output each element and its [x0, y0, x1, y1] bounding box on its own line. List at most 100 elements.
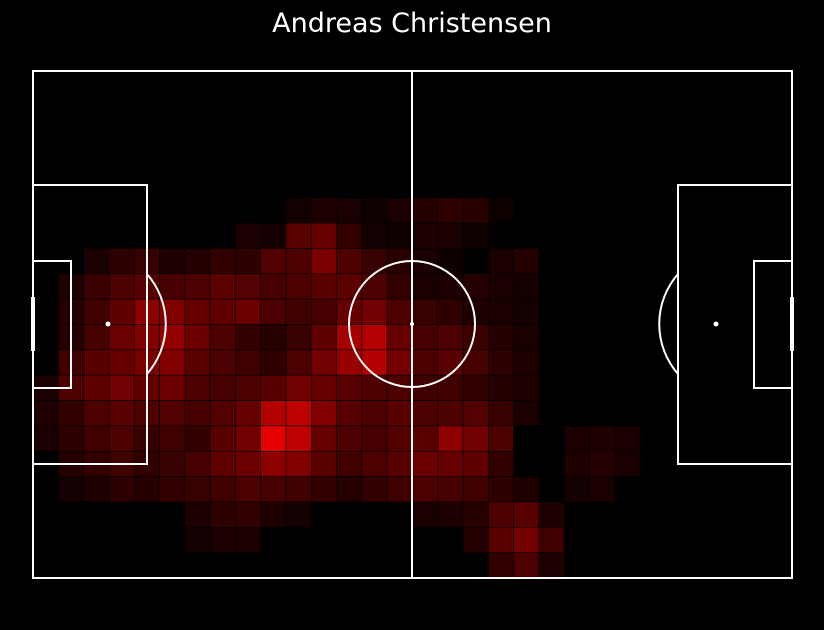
heatmap-cell [361, 349, 388, 376]
heatmap-cell [260, 273, 287, 300]
heatmap-cell [361, 476, 388, 503]
heatmap-cell [412, 298, 439, 325]
heatmap-cell [412, 425, 439, 452]
heatmap-cell [412, 400, 439, 427]
heatmap-cell [209, 400, 236, 427]
heatmap-cell [159, 248, 186, 275]
heatmap-cell [260, 501, 287, 528]
heatmap-cell [336, 197, 363, 224]
heatmap-cell [437, 298, 464, 325]
heatmap-cell [614, 425, 641, 452]
heatmap-cell [310, 197, 337, 224]
heatmap-cell [412, 273, 439, 300]
heatmap-cell [513, 324, 540, 351]
heatmap-cell [462, 222, 489, 249]
heatmap-cell [235, 298, 261, 325]
heatmap-cell [209, 324, 236, 351]
heatmap-cell [589, 476, 616, 503]
heatmap-cell [412, 349, 439, 376]
heatmap-cell [462, 273, 489, 300]
heatmap-cell [488, 349, 514, 376]
heatmap-cell [462, 476, 489, 503]
heatmap-cell [589, 425, 616, 452]
heatmap-cell [310, 476, 337, 503]
heatmap-cell [108, 476, 135, 503]
heatmap-cell [285, 222, 312, 249]
heatmap-cell [513, 501, 540, 528]
heatmap-cell [184, 501, 211, 528]
heatmap-cell [589, 450, 616, 477]
heatmap-cell [108, 400, 135, 427]
heatmap-cell [361, 400, 388, 427]
heatmap-cell [285, 374, 312, 401]
heatmap-cell [285, 273, 312, 300]
heatmap-cell [386, 400, 413, 427]
heatmap-cell [361, 298, 388, 325]
heatmap-cell [437, 476, 464, 503]
heatmap-cell [209, 248, 236, 275]
heatmap-cell [159, 400, 186, 427]
heatmap-cell [108, 248, 135, 275]
heatmap-cell [488, 273, 514, 300]
heatmap-cell [386, 476, 413, 503]
heatmap-cell [184, 324, 211, 351]
heatmap-cell [437, 400, 464, 427]
heatmap-cell [159, 273, 186, 300]
heatmap-cell [209, 349, 236, 376]
heatmap-cell [513, 298, 540, 325]
heatmap-cell [285, 476, 312, 503]
heatmap-cell [285, 349, 312, 376]
heatmap-cell [361, 425, 388, 452]
heatmap-cell [513, 400, 540, 427]
heatmap-cell [83, 374, 110, 401]
heatmap-cell [235, 526, 261, 553]
heatmap-cell [513, 552, 540, 579]
heatmap-cell [462, 400, 489, 427]
heatmap-cell [235, 374, 261, 401]
heatmap-cell [310, 349, 337, 376]
heatmap-cell [513, 273, 540, 300]
heatmap-cell [563, 450, 590, 477]
heatmap-cell [310, 324, 337, 351]
heatmap-cell [538, 501, 565, 528]
heatmap-cell [310, 273, 337, 300]
heatmap-cell [462, 425, 489, 452]
heatmap-cell [184, 450, 211, 477]
heatmap-cell [462, 197, 489, 224]
heatmap-cell [412, 374, 439, 401]
heatmap-cell [260, 298, 287, 325]
heatmap-cell [260, 476, 287, 503]
heatmap-cell [361, 450, 388, 477]
heatmap-cell [386, 197, 413, 224]
heatmap-cell [513, 526, 540, 553]
heatmap-cell [184, 476, 211, 503]
heatmap-cell [184, 298, 211, 325]
heatmap-cell [32, 400, 59, 427]
heatmap-cell [513, 349, 540, 376]
heatmap-cell [209, 450, 236, 477]
heatmap-cell [412, 197, 439, 224]
heatmap-cell [184, 374, 211, 401]
heatmap-cell [336, 450, 363, 477]
heatmap-cell [513, 248, 540, 275]
heatmap-cell [235, 476, 261, 503]
heatmap-cell [488, 501, 514, 528]
heatmap-cell [437, 324, 464, 351]
heatmap-cell [83, 425, 110, 452]
heatmap-cell [184, 248, 211, 275]
heatmap-cell [336, 374, 363, 401]
heatmap-cell [336, 248, 363, 275]
heatmap-cell [437, 197, 464, 224]
heatmap-cell [209, 476, 236, 503]
heatmap-cell [108, 324, 135, 351]
heatmap-cell [285, 197, 312, 224]
heatmap-cell [538, 526, 565, 553]
heatmap-cell [361, 273, 388, 300]
heatmap-cell [361, 222, 388, 249]
heatmap-cell [386, 425, 413, 452]
heatmap-cell [57, 400, 84, 427]
pitch-markings [31, 70, 794, 579]
heatmap-cell [133, 476, 160, 503]
heatmap-cell [235, 222, 261, 249]
heatmap-cell [310, 450, 337, 477]
